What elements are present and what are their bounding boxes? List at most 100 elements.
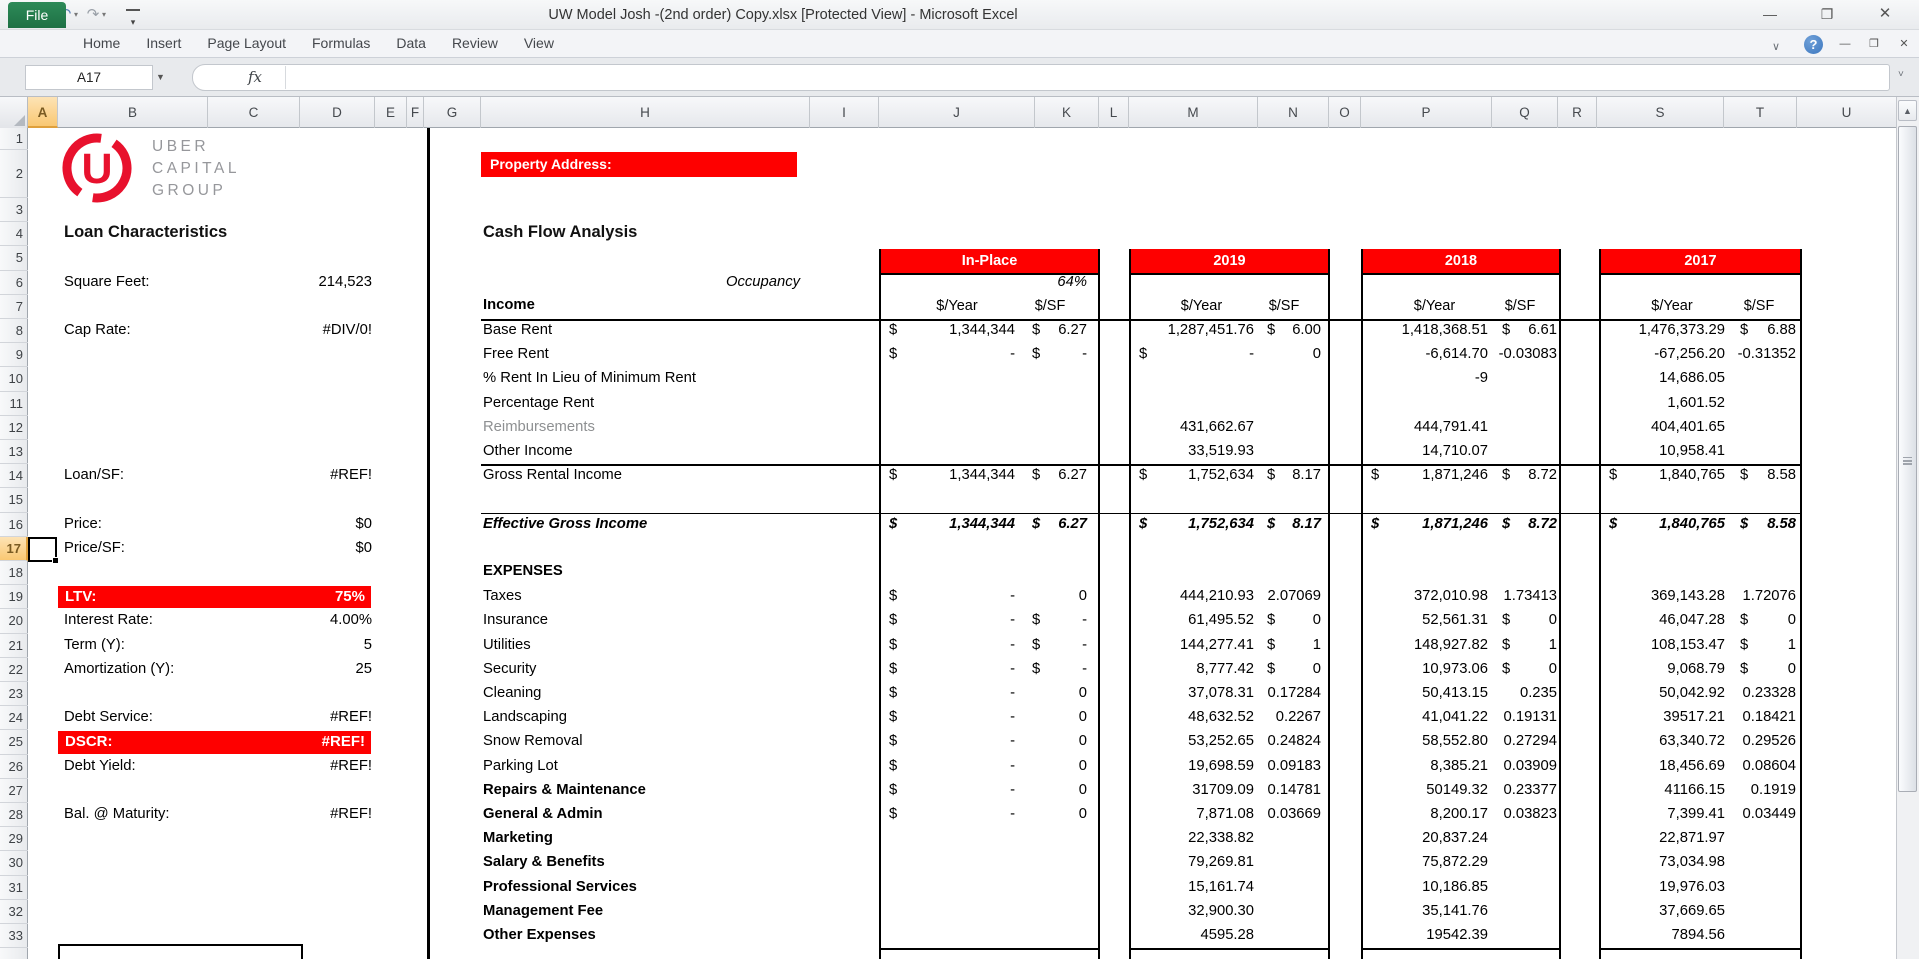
cell-value-year[interactable]: 7,871.08 xyxy=(1196,806,1254,822)
cell-currency-symbol[interactable]: $ xyxy=(1267,660,1276,677)
row-header-16[interactable]: 16 xyxy=(0,513,28,537)
name-box[interactable]: A17 xyxy=(25,65,153,90)
field-label[interactable]: Square Feet: xyxy=(64,273,150,290)
row-header-18[interactable]: 18 xyxy=(0,561,28,586)
cell-currency-symbol[interactable]: $ xyxy=(1740,515,1749,532)
cf-label-percentage-rent[interactable]: Percentage Rent xyxy=(483,394,595,411)
cell-currency-symbol[interactable]: $ xyxy=(889,806,898,822)
cell-value-year[interactable]: 372,010.98 xyxy=(1413,588,1488,605)
cell-value-year[interactable]: 369,143.28 xyxy=(1650,588,1725,605)
row-header-10[interactable]: 10 xyxy=(0,367,28,392)
row-header-19[interactable]: 19 xyxy=(0,585,28,610)
cell-value-sf[interactable]: 0 xyxy=(1548,660,1557,677)
cell-currency-symbol[interactable]: $ xyxy=(1032,467,1041,484)
cell-currency-symbol[interactable]: $ xyxy=(1267,515,1276,532)
field-banner-ltv[interactable]: LTV: 75% xyxy=(58,586,371,609)
cell-currency-symbol[interactable]: $ xyxy=(1032,612,1041,629)
column-header-N[interactable]: N xyxy=(1258,97,1329,128)
cell-value-sf[interactable]: 1 xyxy=(1312,636,1321,653)
scroll-up-icon[interactable]: ▲ xyxy=(1898,100,1917,121)
column-header-C[interactable]: C xyxy=(208,97,300,128)
cell-currency-symbol[interactable]: $ xyxy=(1740,636,1749,653)
cell-value-year[interactable]: -9 xyxy=(1474,370,1488,387)
cell-value-year[interactable]: 8,200.17 xyxy=(1430,806,1488,822)
field-label[interactable]: Bal. @ Maturity: xyxy=(64,806,170,822)
cf-label-taxes[interactable]: Taxes xyxy=(483,588,522,605)
cell-value-sf[interactable]: 0 xyxy=(1312,660,1321,677)
cell-value-year[interactable]: 444,210.93 xyxy=(1179,588,1254,605)
cell-currency-symbol[interactable]: $ xyxy=(1502,467,1511,484)
cell-currency-symbol[interactable]: $ xyxy=(889,757,898,774)
cell-value-year[interactable]: 8,777.42 xyxy=(1196,660,1254,677)
cell-value-year[interactable]: 18,456.69 xyxy=(1659,757,1725,774)
tab-review[interactable]: Review xyxy=(451,35,498,51)
cell-value-year[interactable]: - xyxy=(1010,660,1015,677)
cell-value-year[interactable]: 41,041.22 xyxy=(1422,709,1488,726)
row-header-27[interactable]: 27 xyxy=(0,779,28,803)
tab-data[interactable]: Data xyxy=(396,35,426,51)
cell-value-sf[interactable]: 1.72076 xyxy=(1742,588,1797,605)
cell-value-sf[interactable]: 0 xyxy=(1078,757,1087,774)
row-header-31[interactable]: 31 xyxy=(0,876,28,900)
cell-value-sf[interactable]: 0.14781 xyxy=(1267,781,1322,798)
cell-currency-symbol[interactable]: $ xyxy=(1609,515,1618,532)
cell-value-year[interactable]: 32,900.30 xyxy=(1188,902,1254,919)
select-all-corner[interactable] xyxy=(0,97,28,128)
row-header-14[interactable]: 14 xyxy=(0,464,28,489)
cf-label-reimbursements[interactable]: Reimbursements xyxy=(483,418,595,435)
cell-value-year[interactable]: 7,399.41 xyxy=(1667,806,1725,822)
cell-value-sf[interactable]: 0 xyxy=(1078,781,1087,798)
cell-value-sf[interactable]: 0 xyxy=(1078,709,1087,726)
cell-value-year[interactable]: 7894.56 xyxy=(1671,927,1726,943)
cell-value-sf[interactable]: 8.72 xyxy=(1528,467,1557,484)
cf-label-insurance[interactable]: Insurance xyxy=(483,612,548,629)
field-value[interactable]: #DIV/0! xyxy=(322,322,372,338)
cell-currency-symbol[interactable]: $ xyxy=(889,781,898,798)
field-banner-dscr[interactable]: DSCR: #REF! xyxy=(58,731,371,754)
cell-value-year[interactable]: 10,186.85 xyxy=(1422,878,1488,895)
row-header-24[interactable]: 24 xyxy=(0,706,28,731)
redo-dropdown-icon[interactable]: ▾ xyxy=(102,10,107,19)
cf-label-effective-gross-income[interactable]: Effective Gross Income xyxy=(483,515,648,532)
cell-value-sf[interactable]: 8.58 xyxy=(1767,467,1796,484)
column-header-B[interactable]: B xyxy=(58,97,208,128)
cf-label-general---admin[interactable]: General & Admin xyxy=(483,806,603,822)
cell-value-year[interactable]: 79,269.81 xyxy=(1188,854,1254,871)
cell-currency-symbol[interactable]: $ xyxy=(889,346,898,363)
row-header-4[interactable]: 4 xyxy=(0,222,28,247)
row-header-5[interactable]: 5 xyxy=(0,246,28,271)
column-header-P[interactable]: P xyxy=(1361,97,1492,128)
cell-value-year[interactable]: 31709.09 xyxy=(1192,781,1254,798)
column-header-F[interactable]: F xyxy=(407,97,424,128)
cell-value-sf[interactable]: - xyxy=(1082,636,1087,653)
cell-value-year[interactable]: - xyxy=(1010,733,1015,750)
cell-value-sf[interactable]: 0.29526 xyxy=(1742,733,1797,750)
cell-value-year[interactable]: 404,401.65 xyxy=(1650,418,1725,435)
column-header-A[interactable]: A xyxy=(28,97,58,128)
cell-value-year[interactable]: 444,791.41 xyxy=(1413,418,1488,435)
cell-currency-symbol[interactable]: $ xyxy=(889,322,898,338)
cell-currency-symbol[interactable]: $ xyxy=(1139,346,1148,363)
expand-formula-bar-icon[interactable]: ˅ xyxy=(1898,69,1904,80)
occupancy-value[interactable]: 64% xyxy=(1057,273,1087,290)
cell-value-sf[interactable]: 8.72 xyxy=(1528,515,1557,532)
cell-value-year[interactable]: 108,153.47 xyxy=(1650,636,1725,653)
cell-currency-symbol[interactable]: $ xyxy=(1502,636,1511,653)
doc-restore-icon[interactable]: ❐ xyxy=(1869,38,1879,50)
cell-currency-symbol[interactable]: $ xyxy=(889,636,898,653)
cell-value-year[interactable]: 75,872.29 xyxy=(1422,854,1488,871)
cell-currency-symbol[interactable]: $ xyxy=(1740,612,1749,629)
cell-value-sf[interactable]: 0 xyxy=(1312,612,1321,629)
cell-value-year[interactable]: -6,614.70 xyxy=(1425,346,1488,363)
property-address-banner[interactable]: Property Address: xyxy=(481,152,797,177)
row-header-23[interactable]: 23 xyxy=(0,682,28,707)
row-header-32[interactable]: 32 xyxy=(0,900,28,924)
cell-value-year[interactable]: 19,976.03 xyxy=(1659,878,1725,895)
field-value[interactable]: 214,523 xyxy=(318,273,373,290)
tab-page-layout[interactable]: Page Layout xyxy=(207,35,286,51)
cell-value-year[interactable]: 1,871,246 xyxy=(1422,515,1488,532)
cf-label-utilities[interactable]: Utilities xyxy=(483,636,531,653)
cell-value-year[interactable]: - xyxy=(1010,781,1015,798)
collapse-ribbon-icon[interactable]: ∨ xyxy=(1772,41,1781,53)
doc-close-icon[interactable]: ✕ xyxy=(1899,38,1909,50)
